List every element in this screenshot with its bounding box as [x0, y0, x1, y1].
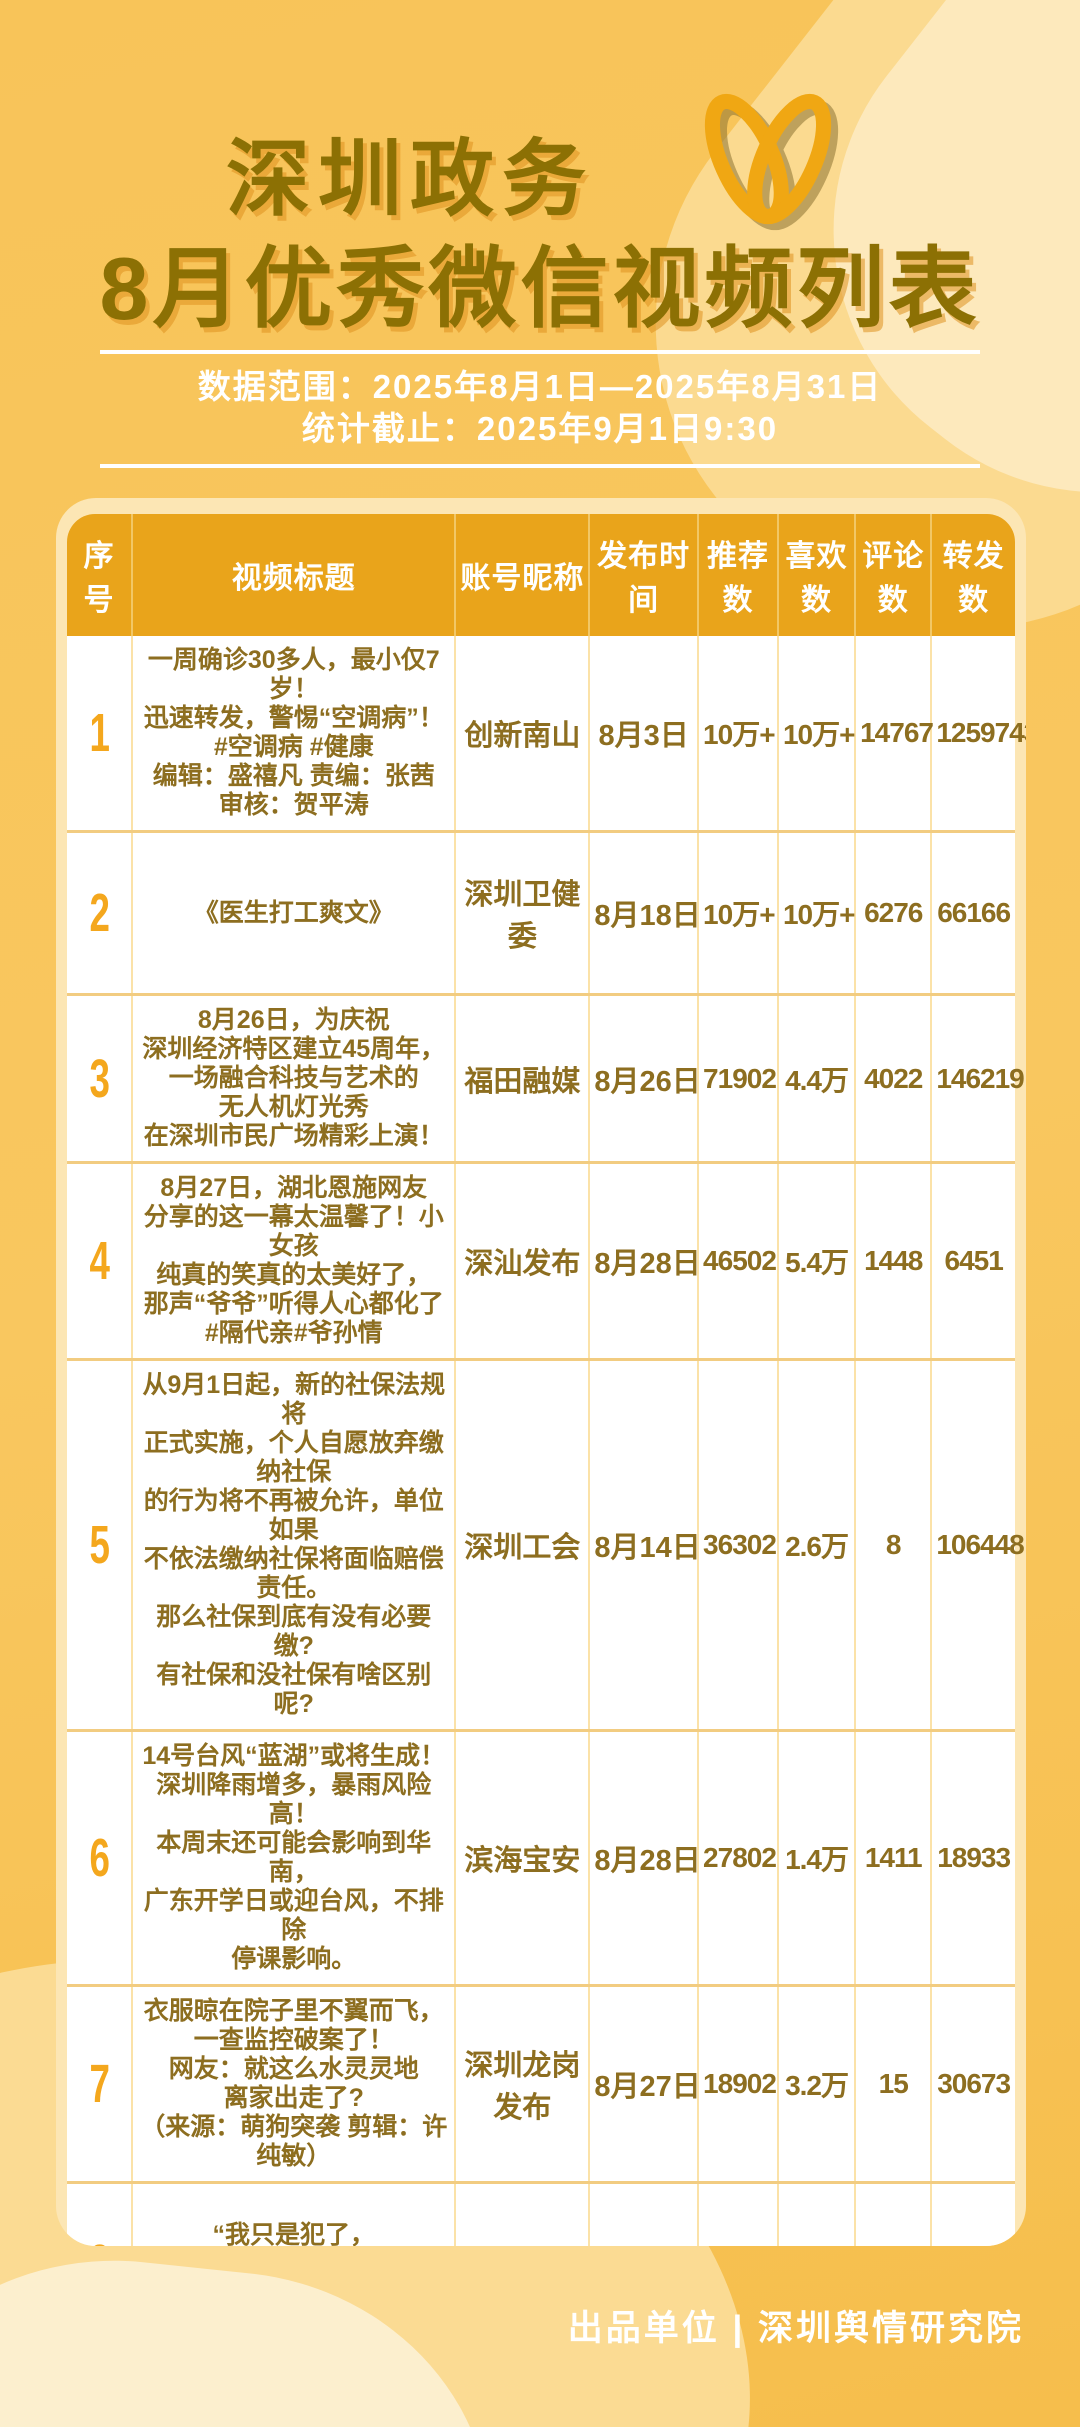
table-row: 8 “我只是犯了， 每只蚊子都会犯的错” #基孔肯雅热 深圳疾控 8月6日 11… [67, 2182, 1015, 2246]
statistics-cutoff-text: 统计截止：2025年9月1日9:30 [301, 410, 779, 447]
share-count-cell: 106448 [931, 1359, 1025, 1732]
recommend-count-cell: 36302 [698, 1359, 779, 1732]
video-title-cell: 14号台风“蓝湖”或将生成！ 深圳降雨增多，暴雨风险高！ 本周末还可能会影响到华… [132, 1730, 457, 1987]
recommend-count-cell: 11602 [698, 2182, 779, 2246]
serial-number-cell: 7 [67, 1985, 134, 2184]
video-title-cell: 衣服晾在院子里不翼而飞， 一查监控破案了！ 网友：就这么水灵灵地 离家出走了? … [132, 1985, 457, 2184]
account-name-cell: 深圳工会 [455, 1359, 591, 1732]
recommend-count-cell: 10万+ [698, 831, 779, 996]
column-header-serial: 序号 [67, 514, 134, 636]
table-row: 4 8月27日，湖北恩施网友 分享的这一幕太温馨了！小女孩 纯真的笑真的太美好了… [67, 1162, 1015, 1361]
column-header-recommends: 推荐数 [698, 514, 779, 636]
page-title-line2: 8月优秀微信视频列表 [99, 239, 981, 338]
column-header-title: 视频标题 [132, 514, 457, 636]
share-count-cell: 146219 [931, 994, 1025, 1164]
video-title-cell: “我只是犯了， 每只蚊子都会犯的错” #基孔肯雅热 [132, 2182, 457, 2246]
video-title-cell: 一周确诊30多人，最小仅7岁！ 迅速转发，警惕“空调病”！ #空调病 #健康 编… [132, 636, 457, 833]
column-header-date: 发布时间 [589, 514, 700, 636]
publish-date-cell: 8月3日 [589, 636, 700, 833]
account-name-cell: 创新南山 [455, 636, 591, 833]
like-count-cell: 10万+ [777, 831, 857, 996]
video-ranking-table-wrap: 序号 视频标题 账号昵称 发布时间 推荐数 喜欢数 评论数 转发数 1 一周确诊… [67, 514, 1026, 2246]
like-count-cell: 5.4万 [777, 1162, 857, 1361]
serial-number-cell: 5 [67, 1359, 134, 1732]
table-header: 序号 视频标题 账号昵称 发布时间 推荐数 喜欢数 评论数 转发数 [67, 514, 1015, 636]
account-name-cell: 福田融媒 [455, 994, 591, 1164]
recommend-count-cell: 71902 [698, 994, 779, 1164]
column-header-account: 账号昵称 [455, 514, 591, 636]
share-count-cell: 1259743 [931, 636, 1026, 833]
table-row: 5 从9月1日起，新的社保法规将 正式实施，个人自愿放弃缴纳社保 的行为将不再被… [67, 1359, 1025, 1732]
table-row: 3 8月26日，为庆祝 深圳经济特区建立45周年， 一场融合科技与艺术的 无人机… [67, 994, 1025, 1164]
serial-number-cell: 3 [67, 994, 134, 1164]
comment-count-cell: 8 [855, 1359, 933, 1732]
like-count-cell: 4.4万 [777, 994, 857, 1164]
like-count-cell: 2.6万 [777, 1359, 857, 1732]
share-count-cell: 20215 [931, 2182, 1015, 2246]
table-row: 7 衣服晾在院子里不翼而飞， 一查监控破案了！ 网友：就这么水灵灵地 离家出走了… [67, 1985, 1015, 2184]
like-count-cell: 10万+ [777, 636, 857, 833]
comment-count-cell: 6276 [855, 831, 933, 996]
publish-date-cell: 8月28日 [589, 1162, 701, 1361]
account-name-cell: 深圳龙岗发布 [455, 1985, 591, 2184]
account-name-cell: 深圳疾控 [455, 2182, 591, 2246]
share-count-cell: 18933 [931, 1730, 1015, 1987]
data-range-text: 数据范围：2025年8月1日—2025年8月31日 [197, 368, 883, 405]
publish-date-cell: 8月14日 [589, 1359, 701, 1732]
producer-credit: 出品单位 | 深圳舆情研究院 [567, 2309, 1024, 2348]
share-count-cell: 30673 [931, 1985, 1015, 2184]
video-title-cell: 《医生打工爽文》 [132, 831, 457, 996]
table-card: 序号 视频标题 账号昵称 发布时间 推荐数 喜欢数 评论数 转发数 1 一周确诊… [56, 498, 1026, 2246]
share-count-cell: 66166 [931, 831, 1015, 996]
publish-date-cell: 8月28日 [589, 1730, 701, 1987]
video-ranking-table: 序号 视频标题 账号昵称 发布时间 推荐数 喜欢数 评论数 转发数 1 一周确诊… [67, 514, 1026, 2246]
column-header-comments: 评论数 [855, 514, 933, 636]
table-body: 1 一周确诊30多人，最小仅7岁！ 迅速转发，警惕“空调病”！ #空调病 #健康… [67, 636, 1026, 2246]
comment-count-cell: 720 [855, 2182, 933, 2246]
video-title-cell: 8月27日，湖北恩施网友 分享的这一幕太温馨了！小女孩 纯真的笑真的太美好了， … [132, 1162, 457, 1361]
comment-count-cell: 1411 [855, 1730, 933, 1987]
like-count-cell: 1.6万 [777, 2182, 857, 2246]
publish-date-cell: 8月6日 [589, 2182, 700, 2246]
serial-number-cell: 1 [67, 636, 134, 833]
share-count-cell: 6451 [931, 1162, 1015, 1361]
publish-date-cell: 8月27日 [589, 1985, 701, 2184]
table-row: 1 一周确诊30多人，最小仅7岁！ 迅速转发，警惕“空调病”！ #空调病 #健康… [67, 636, 1026, 833]
serial-number-cell: 2 [67, 831, 134, 996]
publish-date-cell: 8月18日 [589, 831, 701, 996]
video-title-cell: 8月26日，为庆祝 深圳经济特区建立45周年， 一场融合科技与艺术的 无人机灯光… [132, 994, 457, 1164]
recommend-count-cell: 18902 [698, 1985, 779, 2184]
table-row: 2 《医生打工爽文》 深圳卫健委 8月18日 10万+ 10万+ 6276 66… [67, 831, 1015, 996]
comment-count-cell: 4022 [855, 994, 933, 1164]
recommend-count-cell: 10万+ [698, 636, 779, 833]
serial-number-cell: 8 [67, 2182, 134, 2246]
comment-count-cell: 14767 [855, 636, 934, 833]
publish-date-cell: 8月26日 [589, 994, 701, 1164]
account-name-cell: 滨海宝安 [455, 1730, 591, 1987]
data-range-banner: 数据范围：2025年8月1日—2025年8月31日 统计截止：2025年9月1日… [100, 350, 980, 468]
wechat-channels-logo-icon [704, 93, 832, 225]
recommend-count-cell: 46502 [698, 1162, 779, 1361]
like-count-cell: 3.2万 [777, 1985, 857, 2184]
page-title-line1: 深圳政务 [225, 132, 594, 226]
recommend-count-cell: 27802 [698, 1730, 779, 1987]
account-name-cell: 深圳卫健委 [455, 831, 591, 996]
serial-number-cell: 4 [67, 1162, 134, 1361]
video-title-cell: 从9月1日起，新的社保法规将 正式实施，个人自愿放弃缴纳社保 的行为将不再被允许… [132, 1359, 457, 1732]
table-header-row: 序号 视频标题 账号昵称 发布时间 推荐数 喜欢数 评论数 转发数 [67, 514, 1015, 636]
serial-number-cell: 6 [67, 1730, 134, 1987]
account-name-cell: 深汕发布 [455, 1162, 591, 1361]
comment-count-cell: 15 [855, 1985, 933, 2184]
column-header-likes: 喜欢数 [777, 514, 857, 636]
like-count-cell: 1.4万 [777, 1730, 857, 1987]
table-row: 6 14号台风“蓝湖”或将生成！ 深圳降雨增多，暴雨风险高！ 本周末还可能会影响… [67, 1730, 1015, 1987]
column-header-shares: 转发数 [931, 514, 1015, 636]
comment-count-cell: 1448 [855, 1162, 933, 1361]
